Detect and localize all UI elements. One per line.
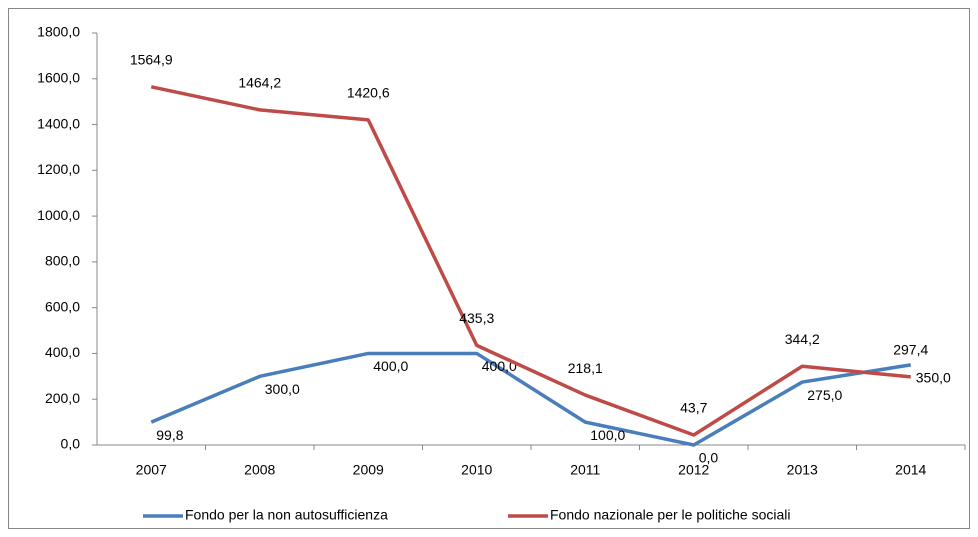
- data-label: 100,0: [590, 427, 625, 443]
- y-tick-label: 600,0: [45, 298, 80, 314]
- data-label: 1420,6: [347, 85, 390, 101]
- legend-label: Fondo nazionale per le politiche sociali: [550, 507, 790, 523]
- data-label: 43,7: [680, 400, 707, 416]
- data-label: 400,0: [373, 358, 408, 374]
- data-label: 435,3: [459, 310, 494, 326]
- x-tick-label: 2011: [570, 462, 600, 478]
- series-line: [150, 351, 912, 447]
- y-tick-label: 800,0: [45, 253, 80, 269]
- x-tick-label: 2009: [353, 462, 384, 478]
- y-tick-label: 1200,0: [37, 161, 80, 177]
- data-label: 350,0: [916, 370, 951, 386]
- chart-border: [8, 8, 970, 529]
- data-label: 275,0: [807, 387, 842, 403]
- data-label: 300,0: [265, 381, 300, 397]
- y-tick-label: 1000,0: [37, 207, 80, 223]
- y-tick-label: 1600,0: [37, 69, 80, 85]
- y-tick-label: 0,0: [61, 436, 81, 452]
- x-tick-label: 2012: [678, 462, 709, 478]
- series-line: [150, 85, 911, 437]
- legend-label: Fondo per la non autosufficienza: [185, 507, 388, 523]
- y-tick-label: 400,0: [45, 344, 80, 360]
- x-tick-label: 2007: [136, 462, 167, 478]
- data-label: 344,2: [785, 331, 820, 347]
- x-tick-label: 2010: [461, 462, 492, 478]
- x-tick-label: 2014: [895, 462, 926, 478]
- data-label: 400,0: [482, 358, 517, 374]
- data-label: 1464,2: [238, 75, 281, 91]
- x-tick-label: 2013: [787, 462, 818, 478]
- x-tick-label: 2008: [244, 462, 275, 478]
- data-label: 0,0: [699, 450, 719, 466]
- y-tick-label: 1400,0: [37, 115, 80, 131]
- data-label: 1564,9: [130, 52, 173, 68]
- y-tick-label: 200,0: [45, 390, 80, 406]
- data-label: 99,8: [156, 427, 183, 443]
- data-label: 218,1: [568, 360, 603, 376]
- y-tick-label: 1800,0: [37, 24, 80, 40]
- data-label: 297,4: [893, 342, 928, 358]
